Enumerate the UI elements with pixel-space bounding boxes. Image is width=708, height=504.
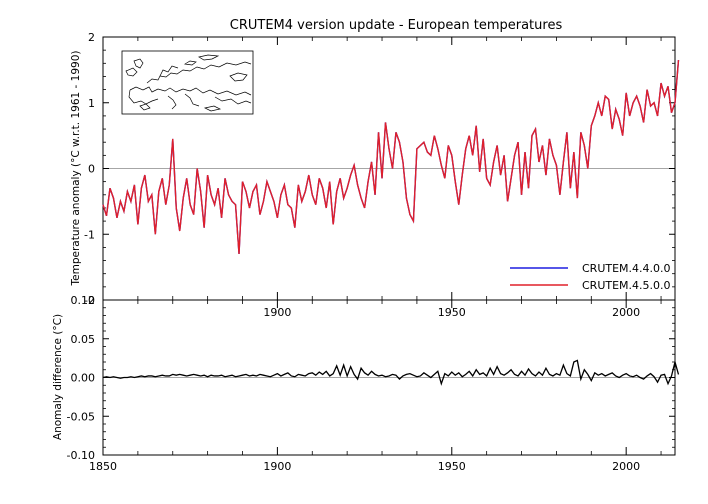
series-line-anomaly-difference bbox=[102, 359, 680, 386]
top-ytick-label: -2 bbox=[84, 294, 95, 307]
top-axis-ticks: -2 -1 0 1 2 1900 1950 2000 bbox=[84, 31, 675, 319]
legend-label-crutem-4-5-0-0: CRUTEM.4.5.0.0 bbox=[582, 279, 671, 292]
bottom-ytick-label: 0.05 bbox=[71, 333, 96, 346]
top-ytick-label: 2 bbox=[88, 31, 95, 44]
chart-title: CRUTEM4 version update - European temper… bbox=[230, 18, 563, 33]
bottom-xtick-label: 2000 bbox=[612, 460, 640, 473]
bottom-ytick-label: -0.10 bbox=[67, 449, 95, 462]
top-ylabel: Temperature anomaly (°C w.r.t. 1961 - 19… bbox=[70, 51, 82, 287]
bottom-xtick-label: 1850 bbox=[89, 460, 117, 473]
europe-coastline-map bbox=[121, 50, 254, 115]
series-line-crutem-4-5-0-0 bbox=[102, 59, 680, 255]
bottom-xtick-label: 1900 bbox=[263, 460, 291, 473]
top-ytick-label: 0 bbox=[88, 163, 95, 176]
top-panel: -2 -1 0 1 2 1900 1950 2000 Temperature anomaly … bbox=[70, 31, 680, 319]
bottom-axis-ticks: -0.10 -0.05 0.00 0.05 0.10 1850 1900 1950 2000 bbox=[67, 294, 675, 473]
legend-label-crutem-4-4-0-0: CRUTEM.4.4.0.0 bbox=[582, 262, 671, 275]
top-ytick-label: 1 bbox=[88, 97, 95, 110]
top-ytick-label: -1 bbox=[84, 228, 95, 241]
top-xtick-label: 1900 bbox=[263, 306, 291, 319]
bottom-xtick-label: 1950 bbox=[438, 460, 466, 473]
legend: CRUTEM.4.4.0.0 CRUTEM.4.5.0.0 bbox=[510, 262, 671, 292]
bottom-ytick-label: 0.00 bbox=[71, 372, 96, 385]
bottom-panel: -0.10 -0.05 0.00 0.05 0.10 1850 1900 1950 2000 A… bbox=[52, 294, 680, 473]
bottom-ytick-label: -0.05 bbox=[67, 410, 95, 423]
top-xtick-label: 1950 bbox=[438, 306, 466, 319]
top-xtick-label: 2000 bbox=[612, 306, 640, 319]
bottom-ytick-label: 0.10 bbox=[71, 294, 96, 307]
bottom-ylabel: Anomaly difference (°C) bbox=[52, 314, 64, 440]
